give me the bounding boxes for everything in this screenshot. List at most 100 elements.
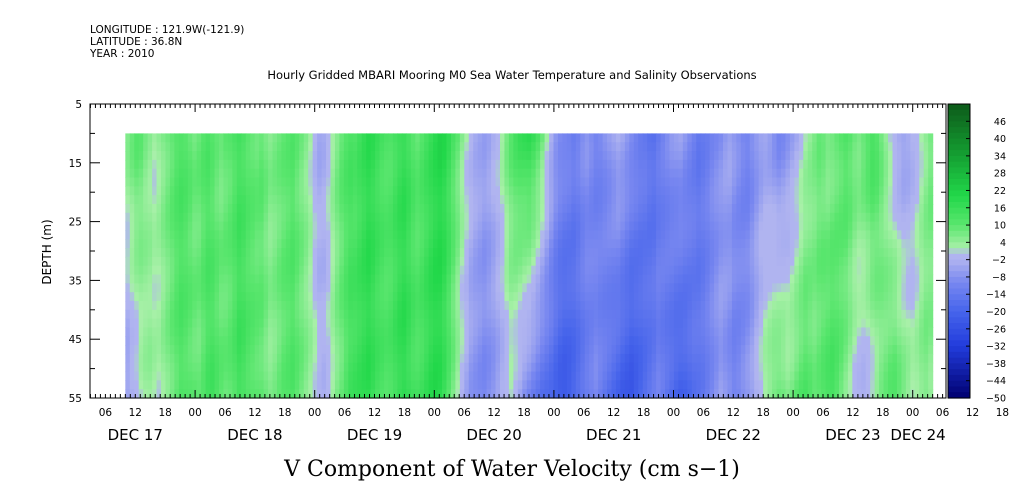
heatmap-cell (268, 274, 274, 284)
heatmap-cell (727, 274, 733, 284)
heatmap-cell (272, 186, 278, 196)
heatmap-cell (317, 274, 323, 284)
heatmap-cell (607, 292, 613, 302)
heatmap-cell (227, 159, 233, 170)
heatmap-cell (629, 168, 635, 179)
heatmap-cell (642, 371, 648, 381)
heatmap-cell (352, 380, 358, 390)
heatmap-cell (169, 142, 175, 152)
heatmap-cell (370, 274, 376, 284)
heatmap-cell (861, 221, 867, 232)
heatmap-cell (856, 292, 862, 302)
heatmap-cell (780, 309, 787, 320)
heatmap-cell (477, 203, 483, 214)
heatmap-cell (375, 380, 381, 390)
heatmap-cell (816, 345, 822, 355)
heatmap-cell (156, 248, 162, 258)
heatmap-cell (254, 186, 260, 196)
heatmap-cell (517, 362, 523, 373)
heatmap-cell (308, 389, 314, 399)
heatmap-cell (433, 318, 439, 329)
heatmap-cell (589, 309, 595, 320)
heatmap-cell (727, 336, 733, 346)
heatmap-cell (477, 345, 483, 355)
heatmap-cell (575, 309, 581, 320)
heatmap-cell (656, 353, 662, 364)
heatmap-cell (727, 318, 733, 329)
heatmap-cell (526, 265, 532, 276)
heatmap-cell (143, 283, 149, 293)
heatmap-cell (615, 239, 622, 249)
heatmap-cell (740, 221, 746, 232)
heatmap-cell (660, 230, 666, 240)
heatmap-cell (183, 292, 189, 302)
heatmap-cell (575, 212, 581, 223)
heatmap-cell (598, 142, 604, 152)
heatmap-cell (566, 221, 572, 232)
heatmap-cell (638, 265, 644, 276)
heatmap-cell (303, 265, 309, 276)
heatmap-cell (807, 274, 813, 284)
heatmap-cell (651, 195, 657, 205)
heatmap-cell (294, 195, 300, 205)
heatmap-cell (321, 133, 327, 143)
heatmap-cell (651, 212, 657, 223)
heatmap-cell (214, 353, 220, 364)
heatmap-cell (272, 353, 278, 364)
heatmap-cell (352, 300, 358, 311)
heatmap-cell (638, 256, 644, 267)
heatmap-cell (821, 168, 827, 179)
heatmap-cell (553, 283, 559, 293)
heatmap-cell (379, 353, 385, 364)
heatmap-cell (317, 168, 323, 179)
heatmap-cell (566, 353, 572, 364)
heatmap-cell (357, 239, 363, 249)
heatmap-cell (357, 353, 363, 364)
heatmap-cell (178, 168, 184, 179)
heatmap-cell (540, 159, 546, 170)
heatmap-cell (392, 151, 399, 161)
heatmap-cell (495, 345, 501, 355)
heatmap-cell (348, 230, 354, 240)
heatmap-cell (263, 133, 269, 143)
heatmap-cell (812, 318, 818, 329)
heatmap-cell (709, 239, 715, 249)
heatmap-cell (326, 318, 332, 329)
heatmap-cell (187, 195, 193, 205)
heatmap-cell (196, 362, 202, 373)
heatmap-cell (143, 389, 149, 399)
heatmap-cell (812, 168, 818, 179)
heatmap-cell (263, 142, 269, 152)
heatmap-cell (375, 212, 381, 223)
heatmap-cell (794, 345, 800, 355)
heatmap-cell (397, 345, 403, 355)
heatmap-cell (847, 353, 853, 364)
heatmap-cell (187, 265, 193, 276)
heatmap-cell (245, 248, 251, 258)
heatmap-cell (838, 177, 845, 187)
heatmap-cell (241, 362, 247, 373)
heatmap-cell (642, 389, 648, 399)
heatmap-cell (660, 151, 666, 161)
heatmap-cell (473, 177, 479, 187)
heatmap-cell (633, 292, 639, 302)
heatmap-cell (192, 283, 198, 293)
heatmap-cell (780, 274, 787, 284)
heatmap-cell (147, 203, 153, 214)
heatmap-cell (638, 168, 644, 179)
heatmap-cell (821, 300, 827, 311)
heatmap-cell (272, 300, 278, 311)
heatmap-cell (508, 265, 514, 276)
heatmap-cell (232, 151, 238, 161)
heatmap-cell (169, 168, 175, 179)
heatmap-cell (714, 336, 720, 346)
heatmap-cell (673, 142, 679, 152)
heatmap-cell (312, 371, 318, 381)
heatmap-cell (758, 327, 764, 337)
heatmap-cell (852, 265, 858, 276)
heatmap-cell (834, 151, 840, 161)
heatmap-cell (152, 362, 158, 373)
heatmap-cell (223, 380, 229, 390)
heatmap-cell (633, 274, 639, 284)
heatmap-cell (544, 300, 550, 311)
